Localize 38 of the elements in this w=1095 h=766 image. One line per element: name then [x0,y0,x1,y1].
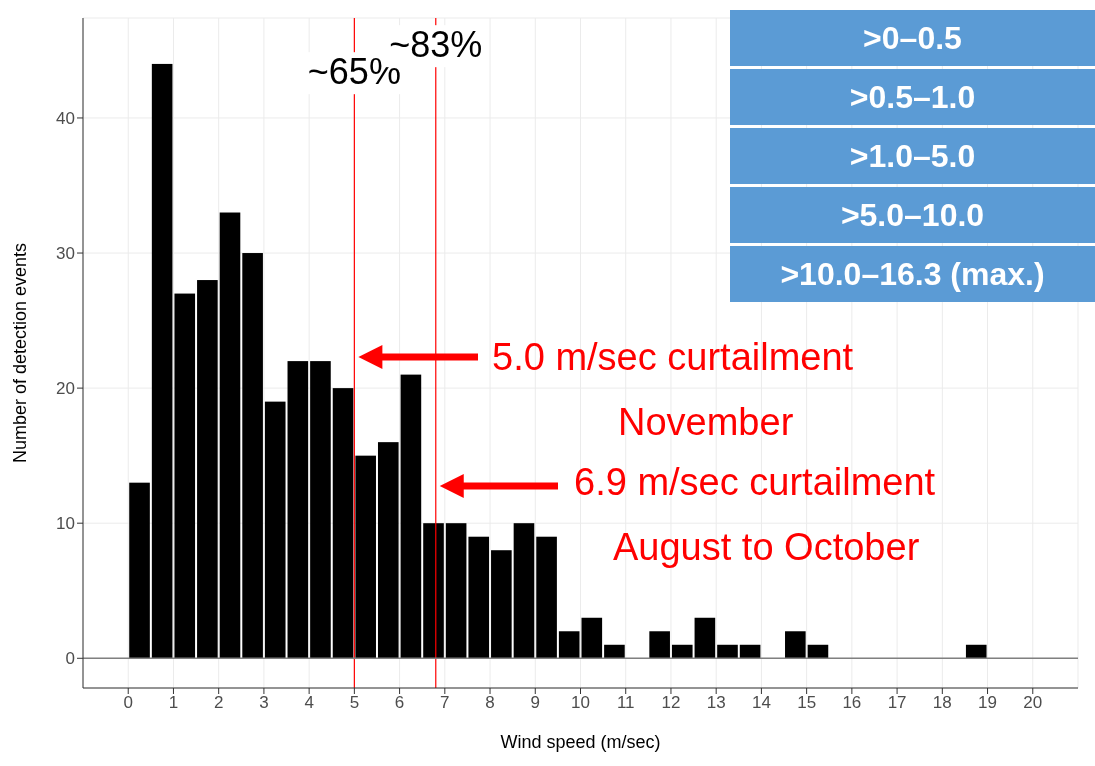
x-tick-label: 0 [123,693,133,713]
y-tick-label: 40 [56,108,75,128]
x-tick-label: 3 [259,693,269,713]
annotation: November [618,401,794,443]
annotation: ~65% [307,51,401,93]
x-tick-label: 20 [1023,693,1043,713]
y-tick-label: 30 [56,244,75,264]
annotation: >10.0–16.3 (max.) [730,246,1095,302]
y-tick-label: 10 [56,514,75,534]
annotation: August to October [613,526,920,568]
x-tick-label: 7 [440,693,450,713]
x-tick-label: 2 [213,693,224,713]
x-tick-label: 15 [797,693,817,713]
y-axis-title: Number of detection events [10,242,31,464]
x-tick-label: 4 [304,693,314,713]
annotation: >0.5–1.0 [730,69,1095,125]
y-tick-label: 20 [56,379,75,399]
x-tick-label: 12 [661,693,681,713]
x-tick-label: 9 [530,693,541,713]
x-tick-label: 18 [932,693,952,713]
x-tick-label: 8 [485,693,495,713]
annotation: 5.0 m/sec curtailment [492,336,854,378]
annotation: 6.9 m/sec curtailment [574,461,936,503]
x-tick-label: 5 [349,693,360,713]
x-tick-label: 1 [168,693,179,713]
annotation: >5.0–10.0 [730,187,1095,243]
x-tick-label: 19 [978,693,998,713]
x-tick-label: 16 [842,693,862,713]
annotation: >0–0.5 [730,10,1095,66]
x-tick-label: 14 [751,693,771,713]
x-tick-label: 11 [616,693,635,713]
annotation: >1.0–5.0 [730,128,1095,184]
x-tick-label: 17 [887,693,907,713]
x-tick-label: 6 [394,693,405,713]
x-tick-label: 10 [571,693,590,713]
x-axis-title: Wind speed (m/sec) [500,732,661,752]
y-tick-label: 0 [65,649,75,669]
x-tick-label: 13 [706,693,726,713]
